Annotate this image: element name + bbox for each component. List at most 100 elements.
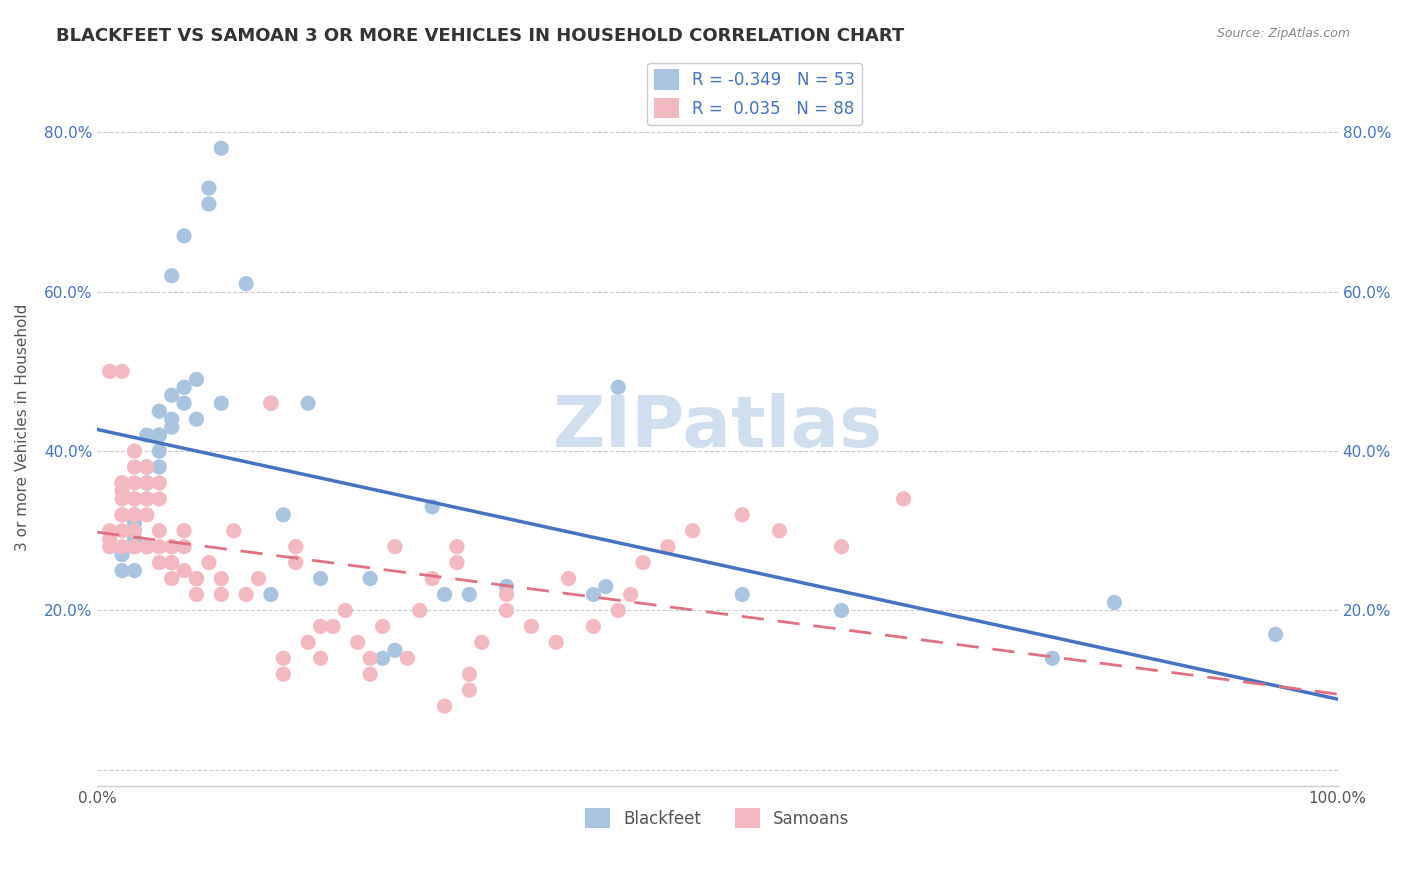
Point [247, 572, 270, 586]
Point [124, 540, 146, 554]
Point [359, 572, 381, 586]
Point [111, 508, 134, 522]
Point [607, 380, 630, 394]
Point [346, 635, 368, 649]
Point [409, 603, 432, 617]
Point [731, 508, 754, 522]
Point [471, 635, 494, 649]
Point [359, 667, 381, 681]
Point [235, 277, 257, 291]
Point [124, 508, 146, 522]
Legend: Blackfeet, Samoans: Blackfeet, Samoans [579, 801, 856, 835]
Point [209, 396, 232, 410]
Point [309, 651, 332, 665]
Point [135, 540, 157, 554]
Text: BLACKFEET VS SAMOAN 3 OR MORE VEHICLES IN HOUSEHOLD CORRELATION CHART: BLACKFEET VS SAMOAN 3 OR MORE VEHICLES I… [56, 27, 904, 45]
Point [98, 524, 121, 538]
Point [322, 619, 344, 633]
Point [124, 491, 146, 506]
Point [458, 683, 481, 698]
Point [546, 635, 568, 649]
Point [135, 508, 157, 522]
Point [124, 564, 146, 578]
Point [160, 268, 183, 283]
Point [830, 540, 852, 554]
Point [309, 572, 332, 586]
Point [682, 524, 704, 538]
Point [458, 587, 481, 601]
Point [111, 364, 134, 378]
Point [557, 572, 579, 586]
Point [582, 587, 605, 601]
Y-axis label: 3 or more Vehicles in Household: 3 or more Vehicles in Household [15, 303, 30, 551]
Point [160, 572, 183, 586]
Point [124, 532, 146, 546]
Point [495, 603, 517, 617]
Text: Source: ZipAtlas.com: Source: ZipAtlas.com [1216, 27, 1350, 40]
Point [260, 396, 283, 410]
Point [111, 491, 134, 506]
Point [148, 444, 170, 458]
Point [235, 587, 257, 601]
Point [297, 635, 319, 649]
Point [135, 460, 157, 475]
Point [135, 475, 157, 490]
Point [1104, 595, 1126, 609]
Point [173, 540, 195, 554]
Point [173, 564, 195, 578]
Point [160, 540, 183, 554]
Point [198, 556, 221, 570]
Point [209, 141, 232, 155]
Point [198, 181, 221, 195]
Point [160, 556, 183, 570]
Point [607, 603, 630, 617]
Point [186, 587, 208, 601]
Point [731, 587, 754, 601]
Point [284, 540, 307, 554]
Point [111, 564, 134, 578]
Point [1040, 651, 1063, 665]
Point [209, 587, 232, 601]
Point [160, 388, 183, 402]
Point [768, 524, 790, 538]
Point [520, 619, 543, 633]
Point [371, 619, 394, 633]
Point [335, 603, 357, 617]
Point [384, 643, 406, 657]
Point [124, 444, 146, 458]
Point [148, 404, 170, 418]
Text: ZIPatlas: ZIPatlas [553, 392, 883, 462]
Point [271, 667, 294, 681]
Point [160, 540, 183, 554]
Point [124, 524, 146, 538]
Point [160, 420, 183, 434]
Point [297, 396, 319, 410]
Point [198, 197, 221, 211]
Point [631, 556, 654, 570]
Point [446, 556, 468, 570]
Point [271, 651, 294, 665]
Point [657, 540, 679, 554]
Point [396, 651, 419, 665]
Point [260, 396, 283, 410]
Point [148, 475, 170, 490]
Point [433, 587, 456, 601]
Point [148, 540, 170, 554]
Point [433, 699, 456, 714]
Point [98, 540, 121, 554]
Point [135, 460, 157, 475]
Point [111, 483, 134, 498]
Point [135, 491, 157, 506]
Point [186, 412, 208, 426]
Point [420, 500, 443, 514]
Point [284, 556, 307, 570]
Point [384, 540, 406, 554]
Point [160, 412, 183, 426]
Point [148, 460, 170, 475]
Point [173, 380, 195, 394]
Point [135, 540, 157, 554]
Point [111, 524, 134, 538]
Point [148, 428, 170, 442]
Point [458, 667, 481, 681]
Point [135, 428, 157, 442]
